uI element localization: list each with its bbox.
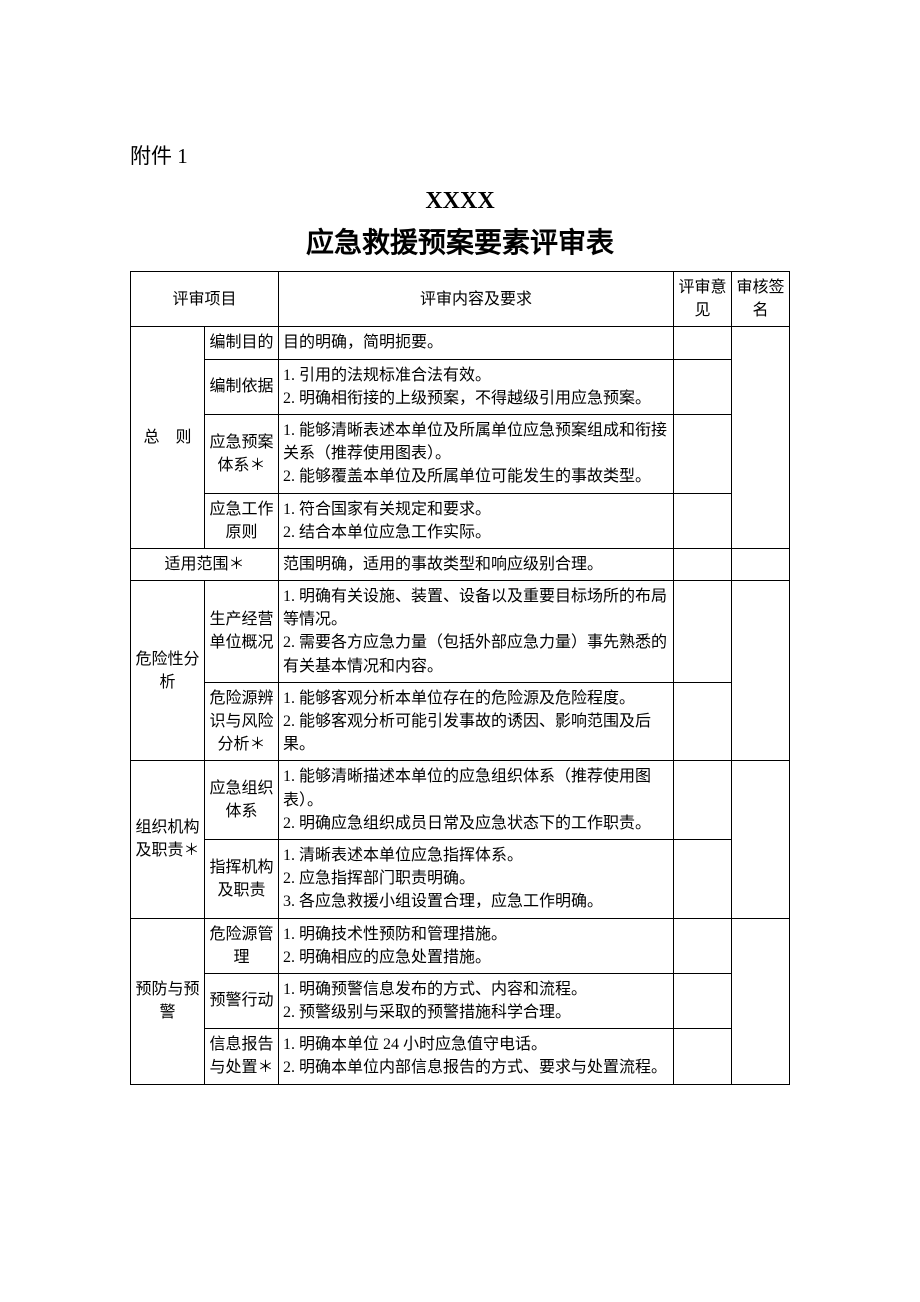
opinion-cell <box>674 548 732 580</box>
content-cell: 1. 明确本单位 24 小时应急值守电话。 2. 明确本单位内部信息报告的方式、… <box>279 1029 674 1084</box>
content-cell: 目的明确，简明扼要。 <box>279 327 674 359</box>
content-cell: 1. 明确有关设施、装置、设备以及重要目标场所的布局等情况。 2. 需要各方应急… <box>279 581 674 683</box>
subitem-cell: 生产经营单位概况 <box>205 581 279 683</box>
table-row: 危险性分析生产经营单位概况1. 明确有关设施、装置、设备以及重要目标场所的布局等… <box>131 581 790 683</box>
subitem-cell: 应急工作原则 <box>205 493 279 548</box>
table-row: 危险源辨识与风险分析＊1. 能够客观分析本单位存在的危险源及危险程度。 2. 能… <box>131 682 790 761</box>
subitem-cell: 危险源辨识与风险分析＊ <box>205 682 279 761</box>
category-cell: 组织机构及职责＊ <box>131 761 205 918</box>
content-cell: 1. 明确预警信息发布的方式、内容和流程。 2. 预警级别与采取的预警措施科学合… <box>279 973 674 1028</box>
opinion-cell <box>674 682 732 761</box>
table-row: 应急工作原则1. 符合国家有关规定和要求。 2. 结合本单位应急工作实际。 <box>131 493 790 548</box>
content-cell: 范围明确，适用的事故类型和响应级别合理。 <box>279 548 674 580</box>
sign-cell <box>732 761 790 918</box>
table-header-row: 评审项目 评审内容及要求 评审意见 审核签名 <box>131 272 790 327</box>
table-row: 预警行动1. 明确预警信息发布的方式、内容和流程。 2. 预警级别与采取的预警措… <box>131 973 790 1028</box>
subitem-cell: 信息报告与处置＊ <box>205 1029 279 1084</box>
opinion-cell <box>674 359 732 414</box>
header-sign: 审核签名 <box>732 272 790 327</box>
header-content: 评审内容及要求 <box>279 272 674 327</box>
category-cell: 适用范围＊ <box>131 548 279 580</box>
opinion-cell <box>674 839 732 918</box>
content-cell: 1. 明确技术性预防和管理措施。 2. 明确相应的应急处置措施。 <box>279 918 674 973</box>
content-cell: 1. 能够清晰表述本单位及所属单位应急预案组成和衔接关系（推荐使用图表）。 2.… <box>279 414 674 493</box>
table-row: 应急预案体系＊1. 能够清晰表述本单位及所属单位应急预案组成和衔接关系（推荐使用… <box>131 414 790 493</box>
opinion-cell <box>674 761 732 840</box>
sign-cell <box>732 548 790 580</box>
content-cell: 1. 符合国家有关规定和要求。 2. 结合本单位应急工作实际。 <box>279 493 674 548</box>
content-cell: 1. 引用的法规标准合法有效。 2. 明确相衔接的上级预案，不得越级引用应急预案… <box>279 359 674 414</box>
category-cell: 总 则 <box>131 327 205 549</box>
category-cell: 预防与预警 <box>131 918 205 1084</box>
opinion-cell <box>674 1029 732 1084</box>
opinion-cell <box>674 493 732 548</box>
opinion-cell <box>674 918 732 973</box>
table-row: 信息报告与处置＊1. 明确本单位 24 小时应急值守电话。 2. 明确本单位内部… <box>131 1029 790 1084</box>
table-row: 总 则编制目的目的明确，简明扼要。 <box>131 327 790 359</box>
subitem-cell: 应急预案体系＊ <box>205 414 279 493</box>
title-org: XXXX <box>130 188 790 215</box>
table-row: 组织机构及职责＊应急组织体系1. 能够清晰描述本单位的应急组织体系（推荐使用图表… <box>131 761 790 840</box>
subitem-cell: 编制目的 <box>205 327 279 359</box>
review-table: 评审项目 评审内容及要求 评审意见 审核签名 总 则编制目的目的明确，简明扼要。… <box>130 271 790 1085</box>
header-project: 评审项目 <box>131 272 279 327</box>
attachment-label: 附件 1 <box>130 140 790 170</box>
table-row: 指挥机构及职责1. 清晰表述本单位应急指挥体系。 2. 应急指挥部门职责明确。 … <box>131 839 790 918</box>
table-row: 预防与预警危险源管理1. 明确技术性预防和管理措施。 2. 明确相应的应急处置措… <box>131 918 790 973</box>
content-cell: 1. 能够客观分析本单位存在的危险源及危险程度。 2. 能够客观分析可能引发事故… <box>279 682 674 761</box>
title-main: 应急救援预案要素评审表 <box>130 221 790 261</box>
content-cell: 1. 清晰表述本单位应急指挥体系。 2. 应急指挥部门职责明确。 3. 各应急救… <box>279 839 674 918</box>
subitem-cell: 危险源管理 <box>205 918 279 973</box>
table-body: 总 则编制目的目的明确，简明扼要。编制依据1. 引用的法规标准合法有效。 2. … <box>131 327 790 1084</box>
subitem-cell: 应急组织体系 <box>205 761 279 840</box>
opinion-cell <box>674 414 732 493</box>
table-row: 适用范围＊范围明确，适用的事故类型和响应级别合理。 <box>131 548 790 580</box>
subitem-cell: 编制依据 <box>205 359 279 414</box>
sign-cell <box>732 327 790 549</box>
sign-cell <box>732 918 790 1084</box>
opinion-cell <box>674 581 732 683</box>
opinion-cell <box>674 973 732 1028</box>
header-opinion: 评审意见 <box>674 272 732 327</box>
opinion-cell <box>674 327 732 359</box>
category-cell: 危险性分析 <box>131 581 205 761</box>
table-row: 编制依据1. 引用的法规标准合法有效。 2. 明确相衔接的上级预案，不得越级引用… <box>131 359 790 414</box>
content-cell: 1. 能够清晰描述本单位的应急组织体系（推荐使用图表）。 2. 明确应急组织成员… <box>279 761 674 840</box>
subitem-cell: 预警行动 <box>205 973 279 1028</box>
subitem-cell: 指挥机构及职责 <box>205 839 279 918</box>
sign-cell <box>732 581 790 761</box>
